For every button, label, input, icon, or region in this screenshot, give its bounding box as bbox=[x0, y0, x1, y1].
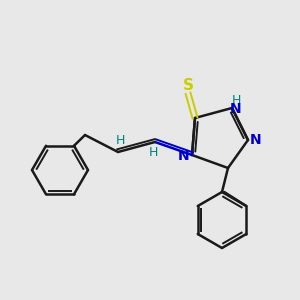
Text: N: N bbox=[178, 149, 190, 163]
Text: H: H bbox=[148, 146, 158, 160]
Text: N: N bbox=[250, 133, 262, 147]
Text: H: H bbox=[115, 134, 125, 148]
Text: H: H bbox=[231, 94, 241, 107]
Text: S: S bbox=[182, 77, 194, 92]
Text: N: N bbox=[230, 102, 242, 116]
